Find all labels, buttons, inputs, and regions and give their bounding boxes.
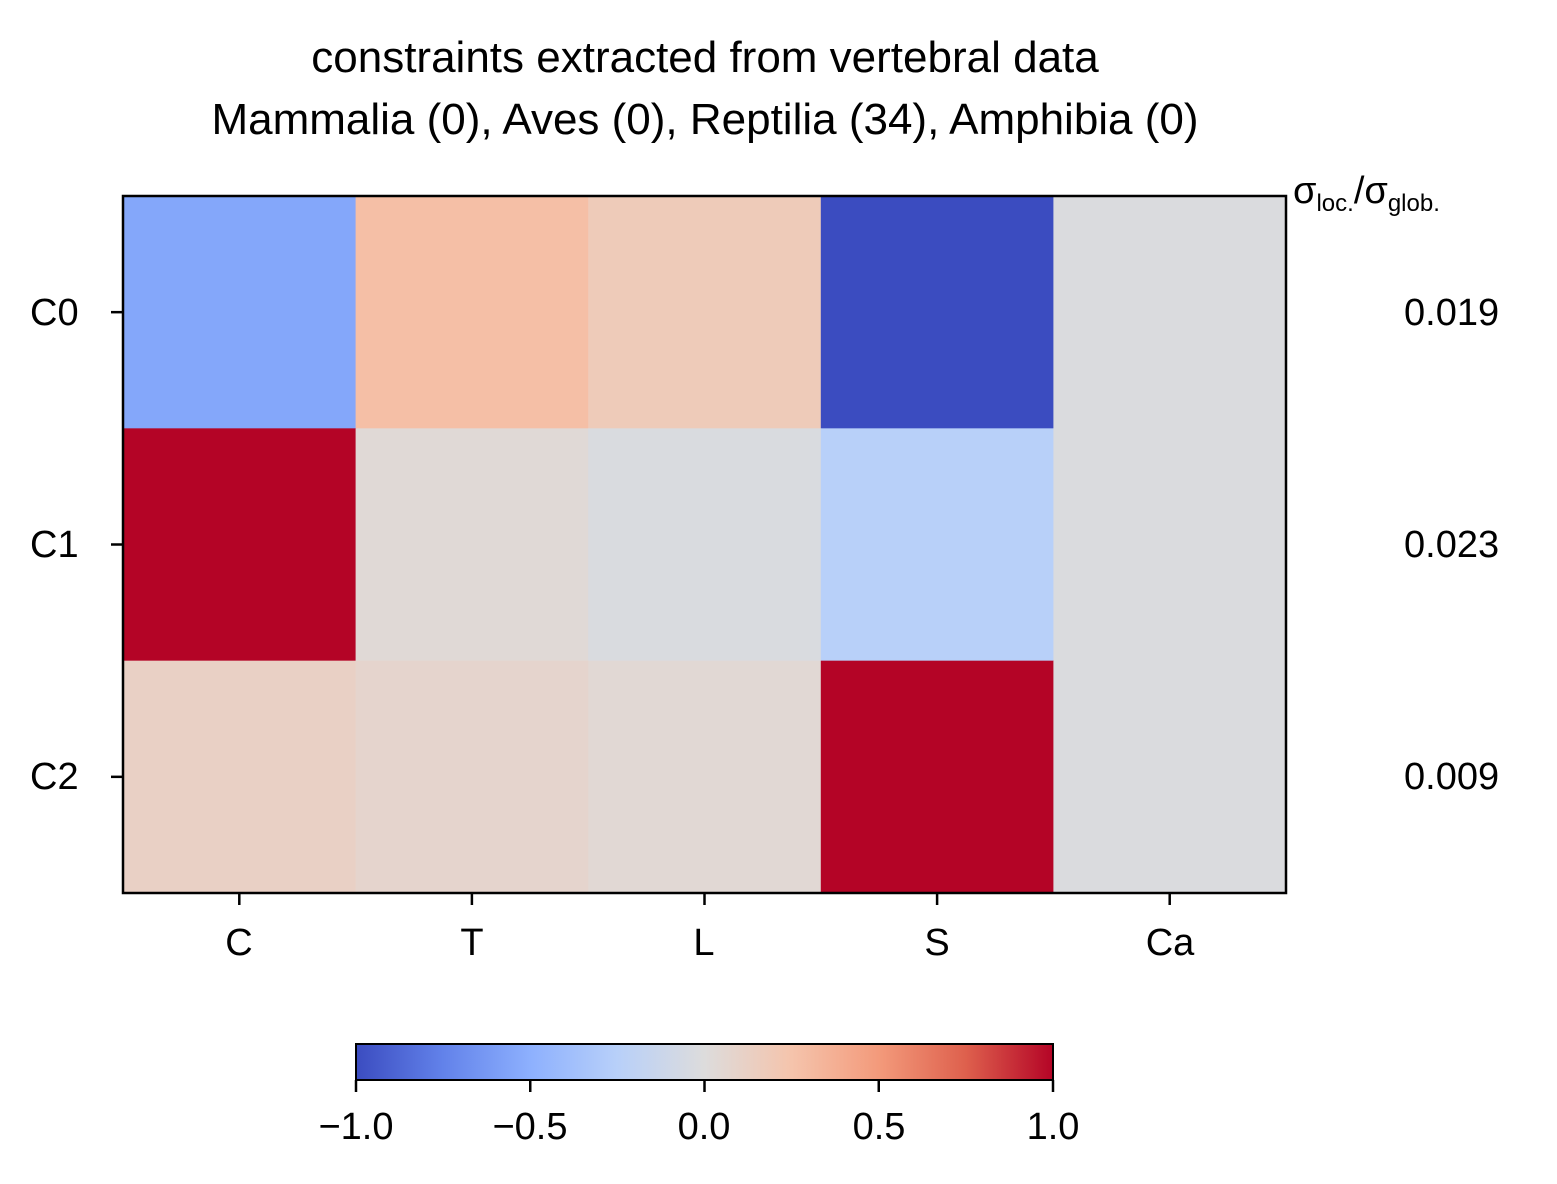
x-tick-label: L xyxy=(693,922,715,964)
y-ticks xyxy=(111,310,123,779)
x-tick-label: Ca xyxy=(1145,922,1195,964)
heatmap-cell xyxy=(820,428,1054,662)
colorbar-tick-label: −0.5 xyxy=(492,1106,568,1148)
heatmap-cell xyxy=(1053,196,1287,429)
heatmap-cell xyxy=(355,196,589,429)
chart-title: constraints extracted from vertebral dat… xyxy=(311,33,1099,82)
x-tick-label: C xyxy=(225,922,253,964)
ratio-separator: / xyxy=(1353,170,1365,212)
heatmap-cell xyxy=(123,196,357,429)
colorbar-tick-label: 0.5 xyxy=(852,1106,906,1148)
y-tick-label: C2 xyxy=(30,756,79,798)
heatmap-cell xyxy=(588,428,822,662)
sigma-sub-loc: loc. xyxy=(1316,190,1354,217)
x-ticks xyxy=(238,893,1171,905)
colorbar-ticks xyxy=(354,1080,1055,1092)
colorbar-tick-label: 1.0 xyxy=(1026,1106,1080,1148)
heatmap-cell xyxy=(820,196,1054,429)
heatmap-cell xyxy=(588,660,822,894)
heatmap-cell xyxy=(588,196,822,429)
heatmap-cell xyxy=(1053,428,1287,662)
ratio-value: 0.009 xyxy=(1404,756,1500,798)
sigma-sub-glob: glob. xyxy=(1387,190,1440,217)
x-tick-label: T xyxy=(460,922,484,964)
y-tick-label: C1 xyxy=(30,524,79,566)
y-tick-label: C0 xyxy=(30,292,79,334)
heatmap-cell xyxy=(123,660,357,894)
heatmap-cell xyxy=(123,428,357,662)
ratio-value: 0.023 xyxy=(1404,524,1500,566)
heatmap-cell xyxy=(1053,660,1287,894)
x-tick-label: S xyxy=(924,922,950,964)
colorbar xyxy=(355,1043,1054,1081)
colorbar-tick-label: −1.0 xyxy=(318,1106,394,1148)
ratio-value: 0.019 xyxy=(1404,292,1500,334)
heatmap-cell xyxy=(820,660,1054,894)
colorbar-tick-label: 0.0 xyxy=(677,1106,731,1148)
heatmap-cells xyxy=(123,196,1287,894)
heatmap-cell xyxy=(355,428,589,662)
chart-subtitle: Mammalia (0), Aves (0), Reptilia (34), A… xyxy=(211,95,1199,144)
sigma-symbol: σ xyxy=(1364,170,1388,212)
sigma-symbol: σ xyxy=(1293,170,1317,212)
heatmap-cell xyxy=(355,660,589,894)
sigma-ratio-header: σloc./σglob. xyxy=(1293,172,1440,216)
